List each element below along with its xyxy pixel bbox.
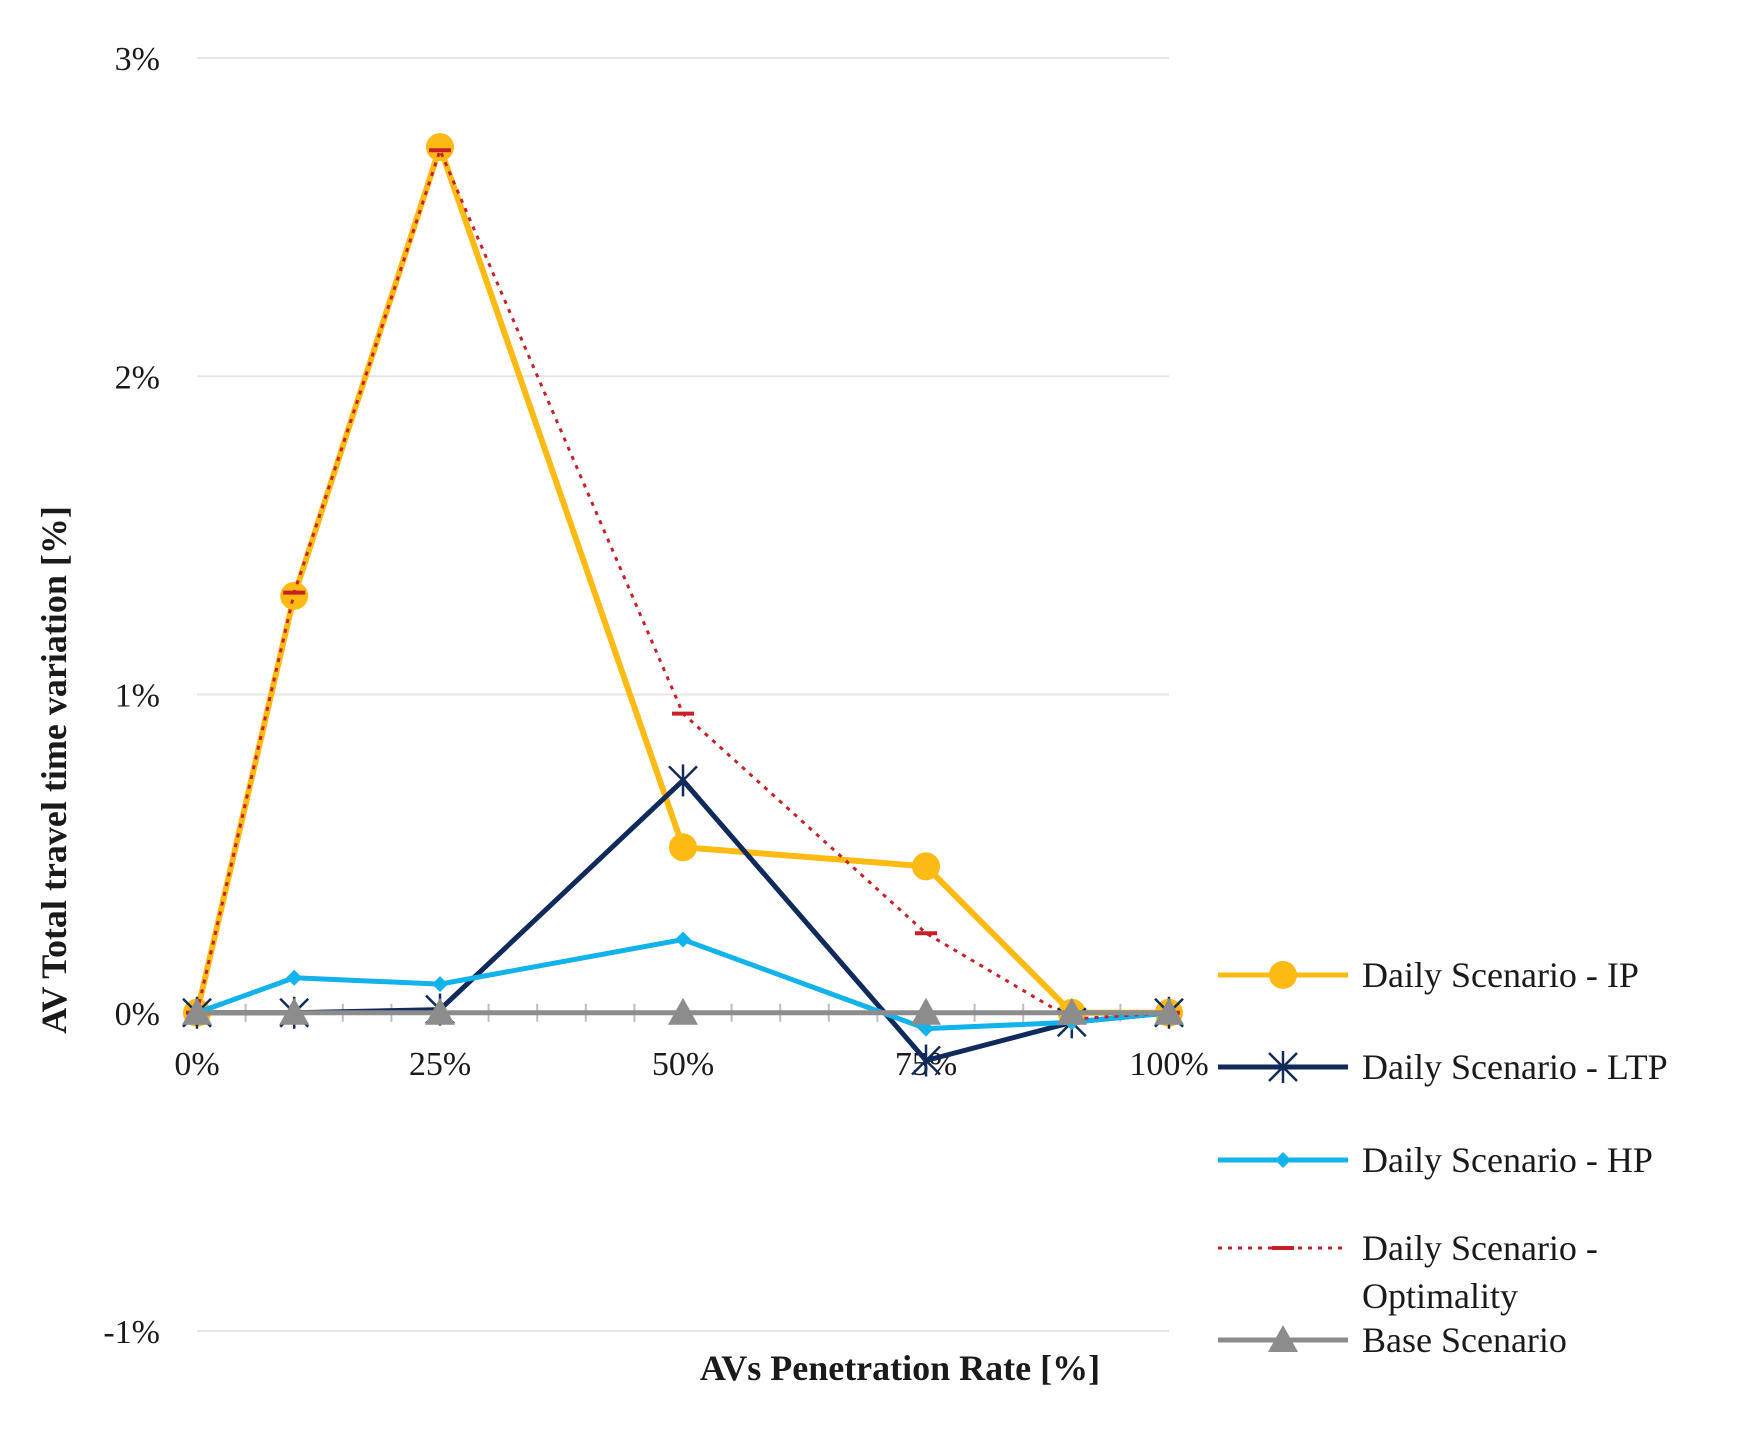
legend-label: Daily Scenario - LTP [1362, 1047, 1668, 1087]
series-group [182, 133, 1184, 1077]
data-point [432, 976, 448, 993]
legend-label: Optimality [1362, 1276, 1518, 1316]
series-0 [183, 133, 1183, 1027]
legend-marker [1275, 1152, 1291, 1168]
legend-label: Daily Scenario - [1362, 1228, 1598, 1268]
legend-item: Daily Scenario - HP [1218, 1140, 1653, 1180]
x-tick-label: 0% [174, 1046, 219, 1083]
legend-item: Base Scenario [1218, 1320, 1567, 1360]
legend-label: Base Scenario [1362, 1320, 1567, 1360]
series-3 [186, 148, 1180, 1022]
x-tick-labels: 0%25%50%75%100% [174, 1046, 1208, 1083]
legend-item: Daily Scenario - LTP [1218, 1047, 1668, 1087]
gridlines [197, 57, 1169, 1332]
data-point [669, 833, 697, 862]
x-tick-label: 50% [652, 1046, 714, 1083]
legend-label: Daily Scenario - HP [1362, 1140, 1653, 1180]
data-point [280, 581, 309, 610]
data-point [675, 931, 691, 948]
y-axis-title: AV Total travel time variation [%] [34, 506, 74, 1034]
legend-item: Daily Scenario - Optimality [1218, 1228, 1598, 1316]
series-4 [182, 997, 1184, 1025]
data-point [911, 1044, 941, 1077]
legend-marker [1268, 1325, 1298, 1352]
x-tick-label: 100% [1129, 1046, 1208, 1083]
legend: Daily Scenario - IP Daily Scenario - LTP D… [1218, 955, 1668, 1360]
series-1 [182, 764, 1184, 1077]
data-point [912, 852, 940, 881]
legend-marker [1268, 1051, 1298, 1083]
data-point [286, 969, 303, 986]
data-point [279, 997, 310, 1025]
data-point [425, 997, 455, 1025]
data-point [911, 997, 941, 1025]
x-axis-title: AVs Penetration Rate [%] [700, 1348, 1100, 1388]
x-tick-label: 25% [409, 1046, 471, 1083]
y-tick-label: 2% [115, 359, 160, 396]
y-tick-label: 3% [115, 41, 160, 78]
legend-label: Daily Scenario - IP [1362, 955, 1639, 995]
data-point [182, 997, 212, 1025]
y-tick-label: 1% [115, 678, 160, 715]
y-tick-label: 0% [115, 996, 160, 1033]
data-point [668, 997, 698, 1025]
data-point [1056, 997, 1087, 1025]
legend-item: Daily Scenario - IP [1218, 955, 1639, 995]
data-point [668, 764, 698, 797]
y-tick-label: -1% [103, 1314, 160, 1351]
y-tick-labels: 3% 2% 1% 0% -1% [103, 41, 160, 1351]
legend-marker [1269, 961, 1297, 989]
series-line [195, 148, 1170, 1021]
data-point [426, 133, 454, 162]
data-point [1154, 997, 1184, 1025]
series-line [194, 144, 1169, 1016]
